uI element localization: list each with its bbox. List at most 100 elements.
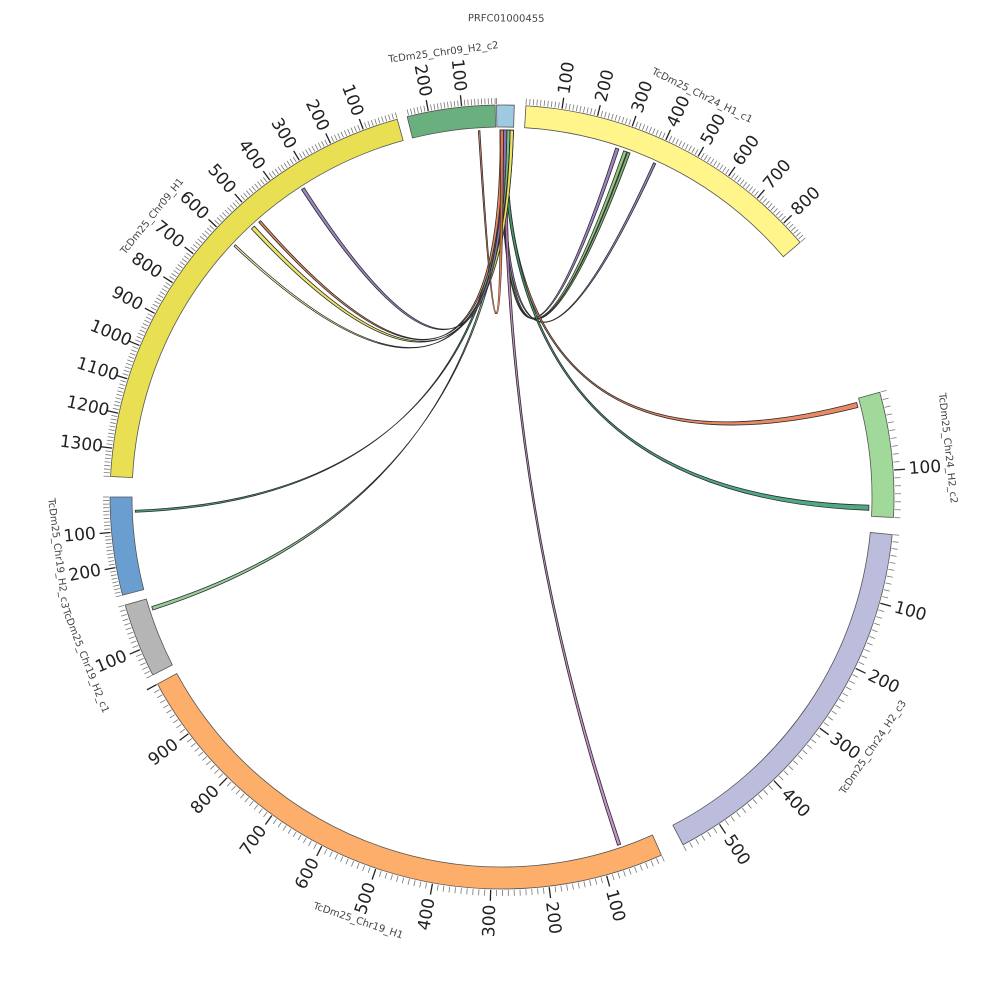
minor-tick-1-250 xyxy=(615,115,617,121)
minor-tick-8-120 xyxy=(454,101,455,107)
minor-tick-4-50 xyxy=(635,867,637,873)
minor-tick-4-520 xyxy=(363,865,365,871)
tick-label-1-500: 500 xyxy=(697,111,731,149)
minor-tick-1-40 xyxy=(540,100,541,106)
minor-tick-7-1030 xyxy=(130,353,136,355)
minor-tick-1-80 xyxy=(555,102,556,108)
tick-label-7-1000: 1000 xyxy=(87,316,135,351)
minor-tick-3-90 xyxy=(882,596,888,598)
tick-label-4-300: 300 xyxy=(479,904,500,937)
minor-tick-1-620 xyxy=(735,175,739,180)
minor-tick-7-530 xyxy=(230,205,234,209)
minor-tick-6-110 xyxy=(105,536,111,537)
tick-label-8-100: 100 xyxy=(447,58,470,92)
minor-tick-1-610 xyxy=(732,173,736,178)
minor-tick-4-540 xyxy=(351,861,353,867)
major-tick-4-100 xyxy=(607,876,610,887)
minor-tick-7-570 xyxy=(220,215,224,219)
minor-tick-1-530 xyxy=(707,157,710,162)
minor-tick-8-220 xyxy=(420,106,421,112)
minor-tick-1-110 xyxy=(566,103,567,109)
minor-tick-1-780 xyxy=(779,214,783,218)
tick-label-1-800: 800 xyxy=(787,183,824,220)
minor-tick-7-620 xyxy=(207,228,211,232)
minor-tick-7-760 xyxy=(176,267,181,270)
minor-tick-7-810 xyxy=(166,282,171,285)
minor-tick-4-760 xyxy=(240,794,244,799)
links-layer xyxy=(135,130,869,845)
tick-label-7-300: 300 xyxy=(266,115,300,153)
minor-tick-1-150 xyxy=(580,106,581,112)
minor-tick-3-10 xyxy=(892,542,898,543)
minor-tick-6-180 xyxy=(108,561,114,562)
minor-tick-6-230 xyxy=(112,578,118,579)
minor-tick-3-540 xyxy=(696,839,699,844)
minor-tick-4-730 xyxy=(254,805,258,810)
minor-tick-7-30 xyxy=(385,116,387,122)
minor-tick-6-150 xyxy=(107,550,113,551)
minor-tick-1-450 xyxy=(682,142,685,147)
minor-tick-5-110 xyxy=(136,654,141,656)
minor-tick-3-240 xyxy=(843,693,848,696)
minor-tick-7-550 xyxy=(225,210,229,214)
minor-tick-7-1110 xyxy=(120,380,126,382)
minor-tick-4-220 xyxy=(538,888,539,894)
minor-tick-1-320 xyxy=(639,123,641,129)
minor-tick-7-660 xyxy=(198,239,203,243)
minor-tick-4-120 xyxy=(595,879,596,885)
minor-tick-7-850 xyxy=(158,295,163,298)
minor-tick-4-630 xyxy=(303,838,306,843)
major-tick-4-900 xyxy=(180,734,189,741)
segment-name-label-2: TcDm25_Chr24_H2_c2 xyxy=(936,391,959,504)
minor-tick-4-20 xyxy=(651,861,653,867)
minor-tick-3-0 xyxy=(893,535,899,536)
minor-tick-4-610 xyxy=(314,843,317,848)
minor-tick-7-240 xyxy=(315,144,318,149)
minor-tick-8-230 xyxy=(417,107,418,113)
minor-tick-3-160 xyxy=(867,643,873,645)
minor-tick-1-380 xyxy=(659,131,661,136)
minor-tick-3-320 xyxy=(811,739,816,743)
minor-tick-5-130 xyxy=(140,663,145,666)
major-tick-7-1000 xyxy=(129,341,139,345)
minor-tick-3-490 xyxy=(725,820,728,825)
minor-tick-7-1190 xyxy=(113,408,119,409)
minor-tick-3-510 xyxy=(714,828,717,833)
minor-tick-7-210 xyxy=(325,140,328,145)
minor-tick-7-420 xyxy=(260,179,264,184)
minor-tick-4-860 xyxy=(198,752,203,756)
minor-tick-7-180 xyxy=(334,135,337,140)
minor-tick-3-520 xyxy=(708,832,711,837)
minor-tick-5-30 xyxy=(123,619,129,621)
tick-label-1-300: 300 xyxy=(628,78,658,115)
tick-label-1-200: 200 xyxy=(591,68,618,104)
minor-tick-4-550 xyxy=(346,859,348,865)
minor-tick-3-360 xyxy=(793,761,797,765)
minor-tick-7-1020 xyxy=(131,350,137,352)
major-tick-3-100 xyxy=(880,603,891,606)
minor-tick-1-690 xyxy=(755,191,759,196)
minor-tick-4-380 xyxy=(443,886,444,892)
minor-tick-4-430 xyxy=(414,880,415,886)
major-tick-4-1000 xyxy=(147,685,157,690)
minor-tick-1-850 xyxy=(796,232,800,236)
minor-tick-7-330 xyxy=(287,161,290,166)
minor-tick-3-80 xyxy=(884,590,890,591)
major-tick-7-100 xyxy=(359,119,363,129)
minor-tick-7-920 xyxy=(146,317,151,320)
minor-tick-7-640 xyxy=(202,233,207,237)
tick-label-2-100: 100 xyxy=(908,457,942,479)
minor-tick-4-170 xyxy=(567,885,568,891)
minor-tick-7-220 xyxy=(321,141,324,146)
minor-tick-7-1310 xyxy=(106,451,112,452)
tick-label-7-200: 200 xyxy=(301,97,333,135)
minor-tick-3-130 xyxy=(874,623,880,625)
minor-tick-7-160 xyxy=(341,132,343,137)
minor-tick-3-450 xyxy=(748,804,752,809)
minor-tick-1-560 xyxy=(717,163,720,168)
minor-tick-7-1040 xyxy=(129,357,135,359)
minor-tick-1-230 xyxy=(608,113,610,119)
minor-tick-5-150 xyxy=(144,671,149,674)
minor-tick-1-350 xyxy=(649,127,651,133)
